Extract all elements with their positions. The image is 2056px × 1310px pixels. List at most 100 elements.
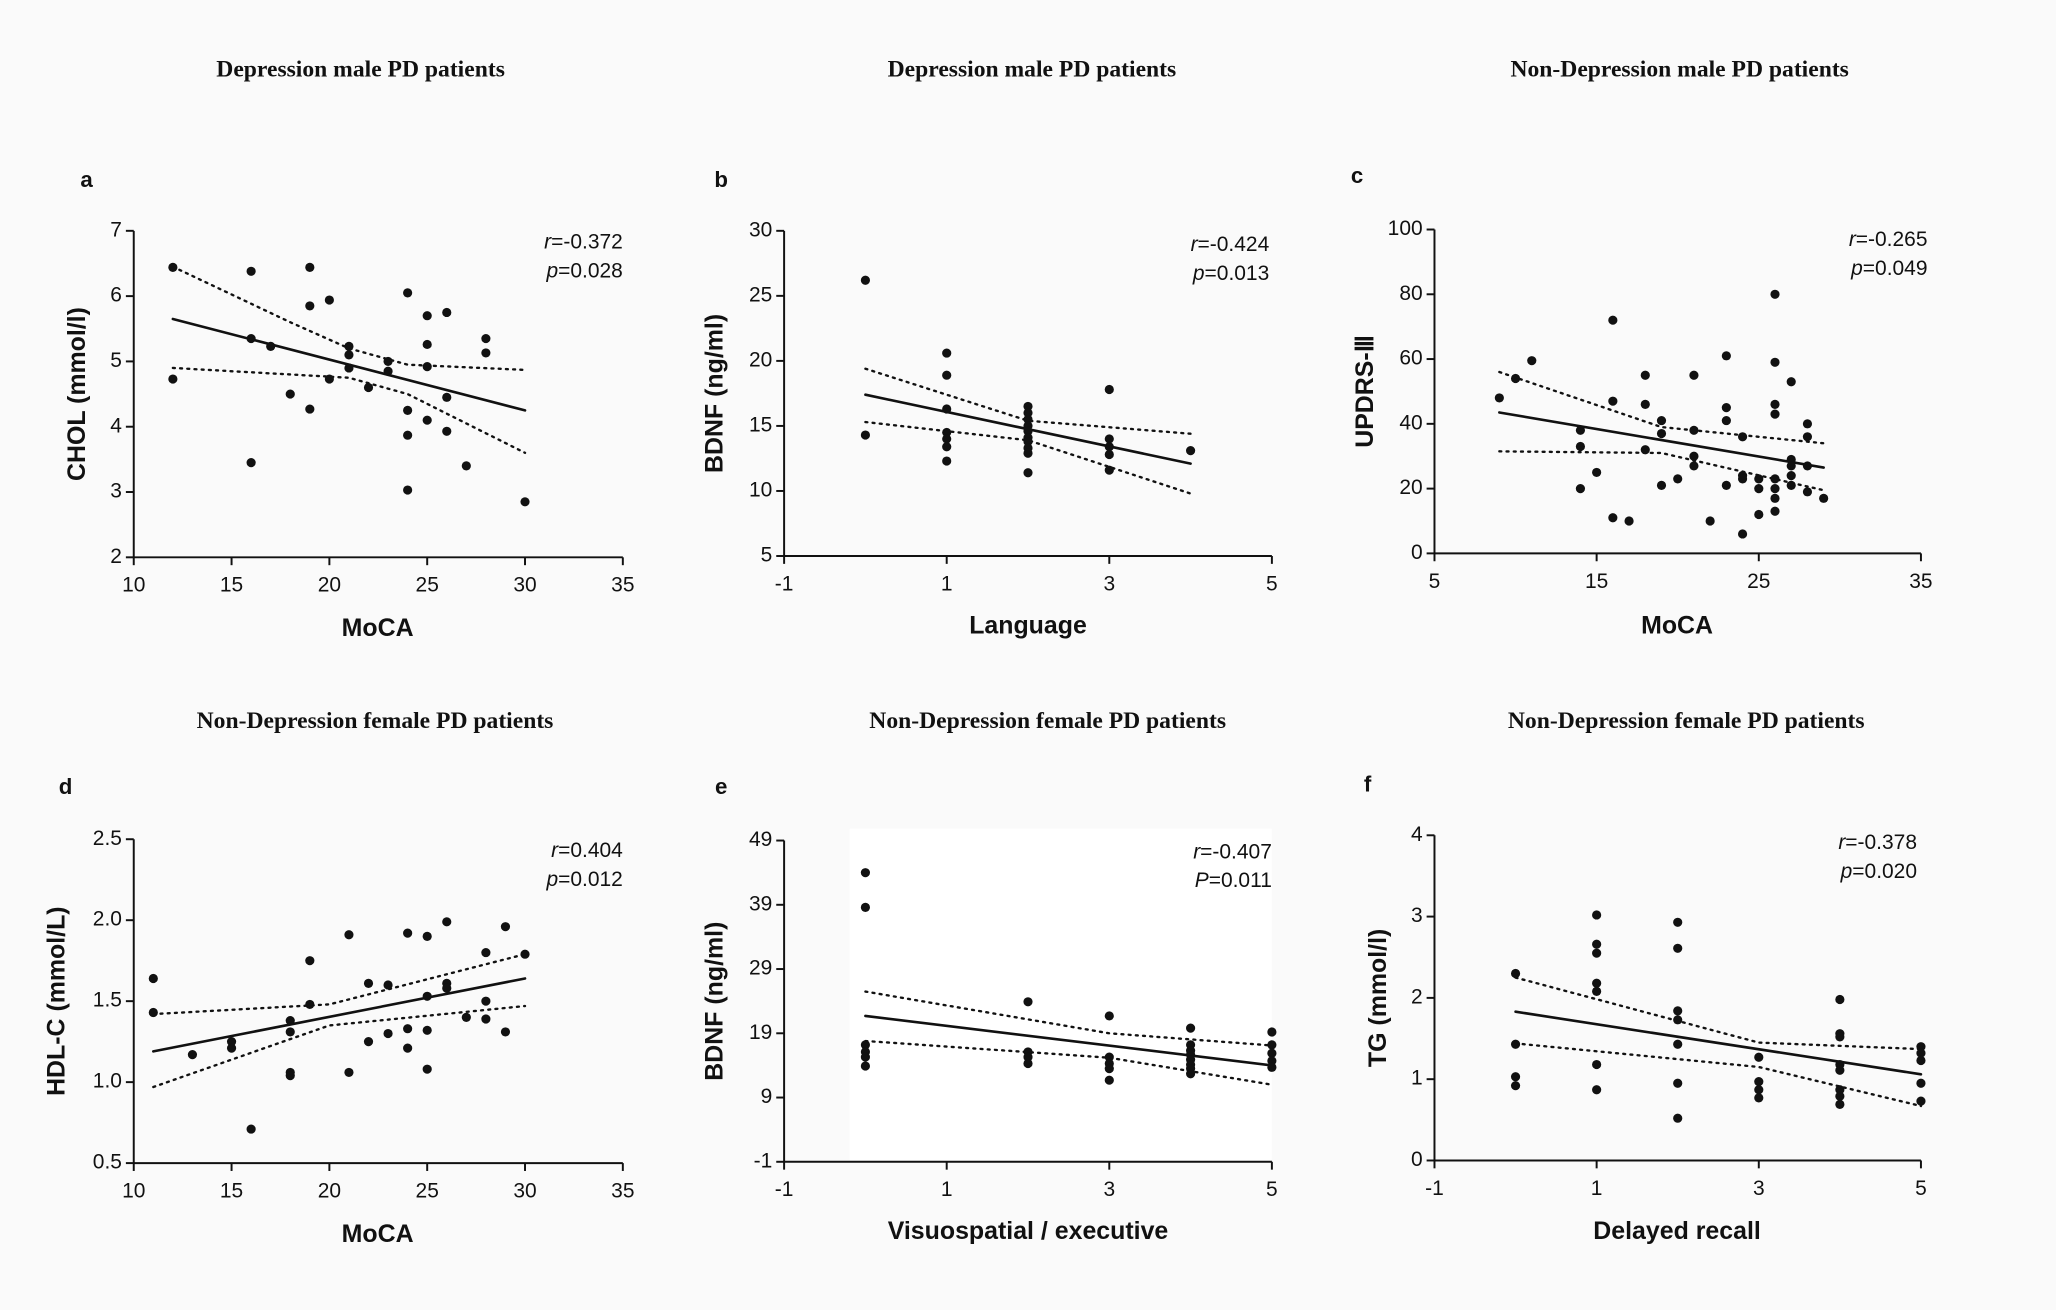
point: [1640, 370, 1650, 380]
point: [1819, 493, 1829, 503]
point: [1592, 986, 1602, 996]
x-tick-label: 20: [318, 1179, 341, 1202]
annotation: r=-0.378: [1838, 831, 1917, 854]
panel: Non-Depression female PD patients e Visuos…: [701, 708, 1278, 1245]
x-axis-label: MoCA: [342, 614, 414, 642]
annotation: P=0.011: [1195, 869, 1272, 892]
point: [324, 295, 334, 305]
point: [1916, 1096, 1926, 1106]
point: [1754, 1077, 1764, 1087]
point: [422, 991, 432, 1001]
point: [246, 458, 256, 468]
point: [1656, 428, 1667, 439]
point: [1575, 484, 1586, 494]
panel-title: Non-Depression female PD patients: [1508, 708, 1865, 734]
point: [363, 382, 374, 393]
point: [1689, 425, 1699, 435]
point: [187, 1050, 198, 1060]
point: [1835, 1085, 1845, 1095]
x-tick-label: 3: [1103, 1178, 1115, 1201]
point: [1786, 377, 1796, 387]
annotation-symbol: r: [1193, 840, 1201, 863]
x-tick-label: 15: [220, 1179, 243, 1202]
annotation-symbol: p: [1850, 256, 1863, 279]
point: [1656, 416, 1667, 426]
x-tick-label: 10: [122, 574, 145, 597]
x-tick-label: 35: [611, 1179, 634, 1202]
y-axis-label: BDNF (ng/ml): [701, 922, 729, 1081]
point: [1104, 384, 1114, 395]
point: [324, 374, 334, 384]
point: [1916, 1055, 1926, 1066]
point: [1835, 1099, 1845, 1109]
y-tick-label: -1: [754, 1149, 773, 1172]
point: [1104, 1011, 1114, 1021]
annotation: p=0.020: [1840, 860, 1917, 883]
point: [1802, 487, 1813, 497]
point: [1104, 465, 1114, 475]
point: [383, 366, 393, 376]
point: [1754, 474, 1764, 484]
point: [403, 430, 413, 440]
point: [1673, 1078, 1683, 1088]
point: [363, 978, 374, 988]
point: [942, 434, 952, 444]
y-tick-label: 40: [1399, 411, 1422, 434]
ci-lower: [1498, 450, 1825, 492]
point: [383, 980, 393, 990]
point: [1770, 399, 1780, 409]
panel: Non-Depression male PD patients c MoCA UPDR…: [1351, 56, 1933, 639]
annotation: p=0.012: [545, 867, 622, 890]
point: [1737, 474, 1748, 484]
point: [246, 266, 256, 276]
point: [305, 404, 315, 414]
point: [1624, 516, 1634, 526]
y-tick-label: 5: [761, 544, 773, 567]
point: [1186, 1069, 1196, 1079]
point: [1656, 480, 1667, 490]
fit-line: [151, 977, 527, 1053]
point: [481, 996, 491, 1006]
point: [1510, 1072, 1521, 1082]
y-tick-label: 4: [110, 414, 122, 437]
ci-upper: [864, 367, 1192, 435]
point: [168, 374, 178, 384]
x-tick-label: 1: [1591, 1177, 1603, 1200]
point: [1527, 356, 1537, 366]
ci-upper: [864, 990, 1274, 1047]
y-tick-label: 0.5: [93, 1151, 122, 1174]
annotation: r=0.404: [551, 839, 623, 862]
point: [1592, 1059, 1602, 1070]
y-tick-label: 2.5: [93, 827, 122, 850]
point: [1916, 1078, 1926, 1088]
ci-lower: [152, 1004, 527, 1089]
x-axis-label: Visuospatial / executive: [888, 1217, 1169, 1245]
ci-lower: [171, 366, 527, 455]
point: [1592, 978, 1602, 988]
x-axis-label: MoCA: [342, 1220, 414, 1248]
point: [1023, 414, 1033, 425]
point: [422, 311, 432, 321]
point: [1786, 480, 1796, 490]
point: [942, 370, 952, 380]
point: [1916, 1042, 1926, 1052]
panel-label: c: [1351, 163, 1363, 188]
point: [500, 922, 511, 932]
annotation-value: =0.020: [1852, 860, 1917, 883]
point: [1510, 1081, 1521, 1091]
point: [1770, 289, 1780, 299]
fit-line: [864, 1014, 1274, 1067]
point: [363, 1037, 374, 1047]
point: [305, 956, 315, 966]
point: [1186, 446, 1196, 456]
point: [422, 1064, 432, 1074]
panel-label: e: [715, 774, 727, 799]
x-axis-label: MoCA: [1641, 611, 1713, 639]
x-tick-label: 15: [1585, 570, 1608, 593]
point: [442, 426, 452, 436]
point: [461, 1012, 471, 1022]
y-tick-label: 39: [749, 892, 772, 915]
x-tick-label: 25: [1747, 570, 1770, 593]
annotation-symbol: p: [1192, 262, 1205, 285]
